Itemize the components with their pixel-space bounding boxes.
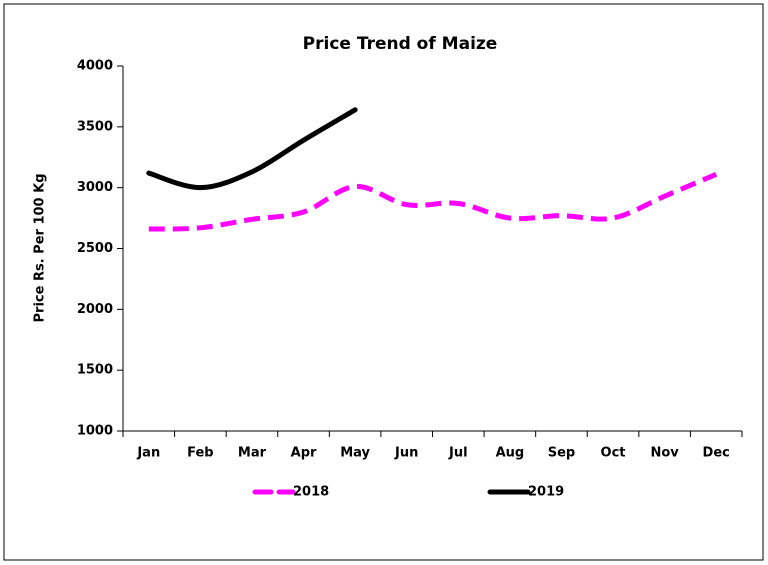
y-tick-label: 2500: [77, 241, 113, 256]
x-tick-label: Jul: [448, 446, 468, 461]
x-tick-label: Dec: [703, 446, 730, 461]
x-tick-label: Jan: [136, 446, 160, 461]
x-tick-label: May: [340, 446, 370, 461]
x-tick-label: Feb: [187, 446, 213, 461]
line-series: [146, 107, 358, 191]
x-tick-label: Oct: [601, 446, 626, 461]
y-tick-label: 3500: [77, 119, 113, 134]
x-tick-label: Aug: [496, 446, 525, 461]
y-axis-label: Price Rs. Per 100 Kg: [33, 174, 48, 323]
chart-title: Price Trend of Maize: [303, 34, 498, 54]
x-tick-label: Jun: [394, 446, 418, 461]
legend-label: 2018: [293, 485, 329, 500]
x-tick-label: Sep: [548, 446, 576, 461]
chart-border: [3, 3, 764, 561]
y-tick-label: 4000: [77, 59, 113, 74]
legend-label: 2019: [528, 485, 564, 500]
y-tick-label: 1500: [77, 363, 113, 378]
x-tick-label: Mar: [238, 446, 267, 461]
line-series: [148, 171, 718, 232]
y-tick-label: 3000: [77, 180, 113, 195]
y-tick-label: 2000: [77, 302, 113, 317]
y-tick-label: 1000: [77, 424, 113, 439]
x-tick-label: Apr: [291, 446, 317, 461]
x-tick-label: Nov: [650, 446, 679, 461]
